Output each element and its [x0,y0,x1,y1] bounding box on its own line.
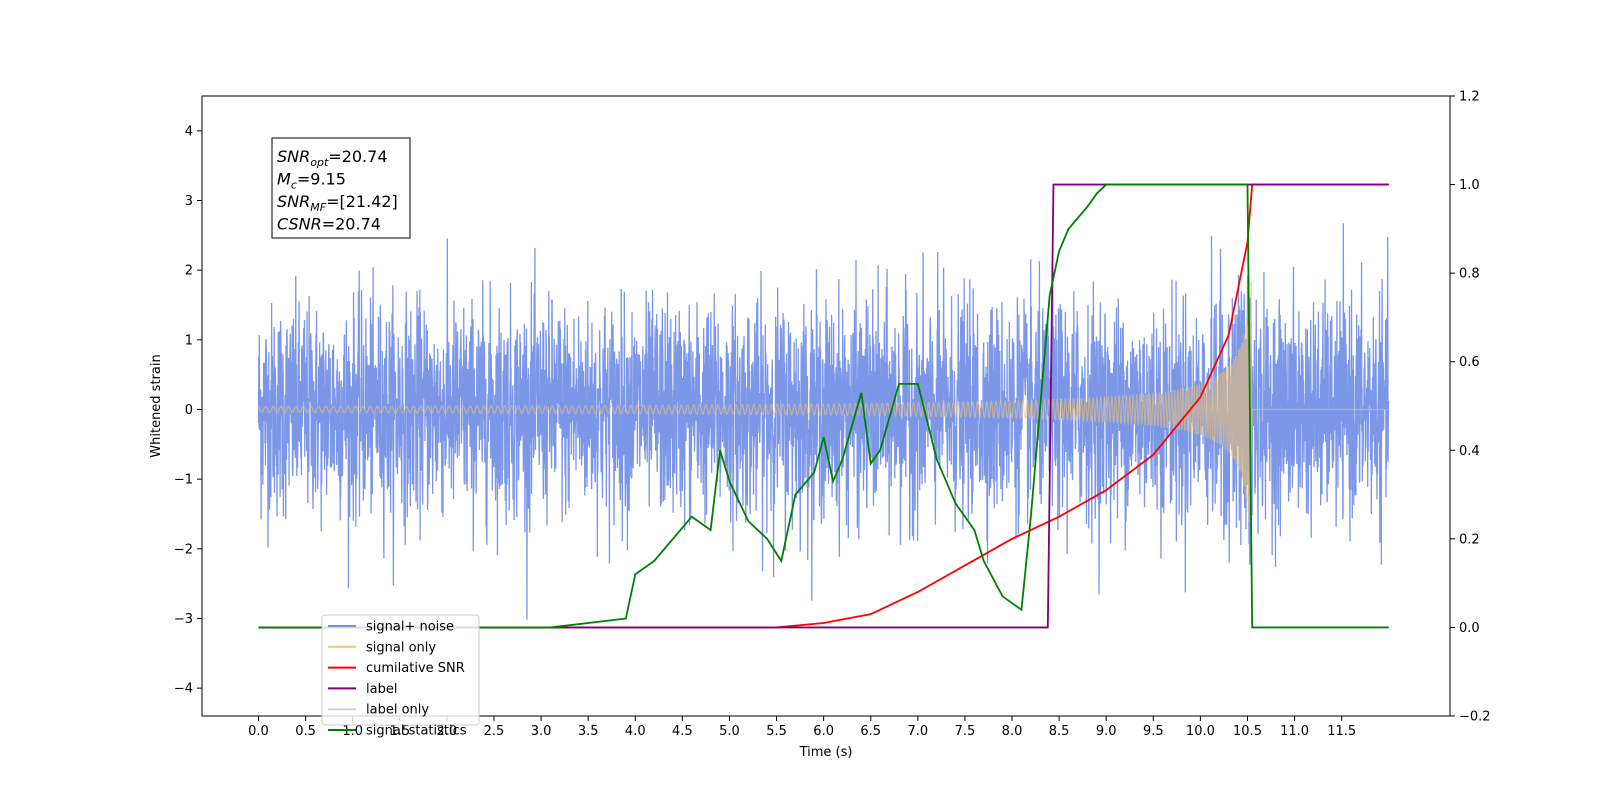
x-tick-label: 0.0 [248,724,269,739]
y-tick-label: −3 [174,612,193,627]
y-axis-label: Whitened strain [149,354,164,457]
x-tick-label: 5.0 [719,724,740,739]
snr-annotation-box: SNRopt=20.74Mc=9.15SNRMF=[21.42]CSNR=20.… [271,137,411,239]
legend-label: signal+ noise [366,620,454,635]
x-tick-label: 1.5 [389,724,410,739]
y-tick-label: 1 [185,333,193,348]
annotation-line: Mc=9.15 [277,170,346,192]
series-label-line [258,183,1389,629]
x-tick-label: 4.0 [625,724,646,739]
x-tick-label: 0.5 [295,724,316,739]
y-tick-label: 3 [185,194,193,209]
x-tick-label: 7.5 [955,724,976,739]
plot-layer [257,183,1390,629]
x-tick-label: 7.0 [907,724,928,739]
series-signal-statistics-line [258,183,1389,629]
y2-tick-label: 0.8 [1459,267,1480,282]
x-tick-label: 10.5 [1233,724,1262,739]
x-tick-label: 6.5 [860,724,881,739]
x-tick-label: 11.0 [1280,724,1309,739]
y-tick-label: −1 [174,473,193,488]
plot-frame [201,95,1451,717]
y-tick-label: 2 [185,264,193,279]
legend-frame [321,614,480,726]
x-tick-label: 9.5 [1143,724,1164,739]
series-signal-only-line [258,280,1389,544]
annotation-line: SNRMF=[21.42] [277,192,398,214]
x-tick-label: 2.0 [437,724,458,739]
annotation-line: CSNR=20.74 [277,215,381,234]
x-tick-label: 11.5 [1327,724,1356,739]
x-tick-label: 9.0 [1096,724,1117,739]
legend-label: signal statistics [366,724,467,739]
x-tick-label: 6.0 [813,724,834,739]
y2-tick-label: −0.2 [1459,710,1491,725]
y2-tick-label: 0.0 [1459,621,1480,636]
x-tick-label: 4.5 [672,724,693,739]
legend-label: label only [366,703,429,718]
x-tick-label: 5.5 [766,724,787,739]
y-tick-label: −2 [174,542,193,557]
x-tick-label: 1.0 [342,724,363,739]
x-tick-label: 8.5 [1049,724,1070,739]
axes-layer: 0.0 0.5 1.0 1.5 2.0 2.5 3.0 3.5 4.0 4.5 5.0 5.5 6.0 6… [174,90,1491,740]
y2-tick-label: 1.0 [1459,178,1480,193]
x-tick-label: 3.0 [531,724,552,739]
x-tick-label: 3.5 [578,724,599,739]
x-axis-label: Time (s) [799,745,853,760]
legend-label: signal only [366,640,436,655]
x-tick-label: 10.0 [1186,724,1215,739]
legend-label: cumilative SNR [366,661,465,676]
y2-tick-label: 0.4 [1459,444,1480,459]
legend-label: label [366,682,397,697]
y2-tick-label: 0.6 [1459,355,1480,370]
x-tick-label: 2.5 [484,724,505,739]
y2-tick-label: 1.2 [1459,90,1480,105]
y2-tick-label: 0.2 [1459,532,1480,547]
y-tick-label: −4 [174,682,193,697]
annotation-line: SNRopt=20.74 [277,147,388,169]
series-cumilative-snr-line [258,183,1389,629]
y-tick-label: 4 [185,124,193,139]
x-tick-label: 8.0 [1002,724,1023,739]
annotation-frame [271,137,411,239]
y-tick-label: 0 [185,403,193,418]
legend: signal+ noise signal only cumilative SNR la… [321,614,480,739]
